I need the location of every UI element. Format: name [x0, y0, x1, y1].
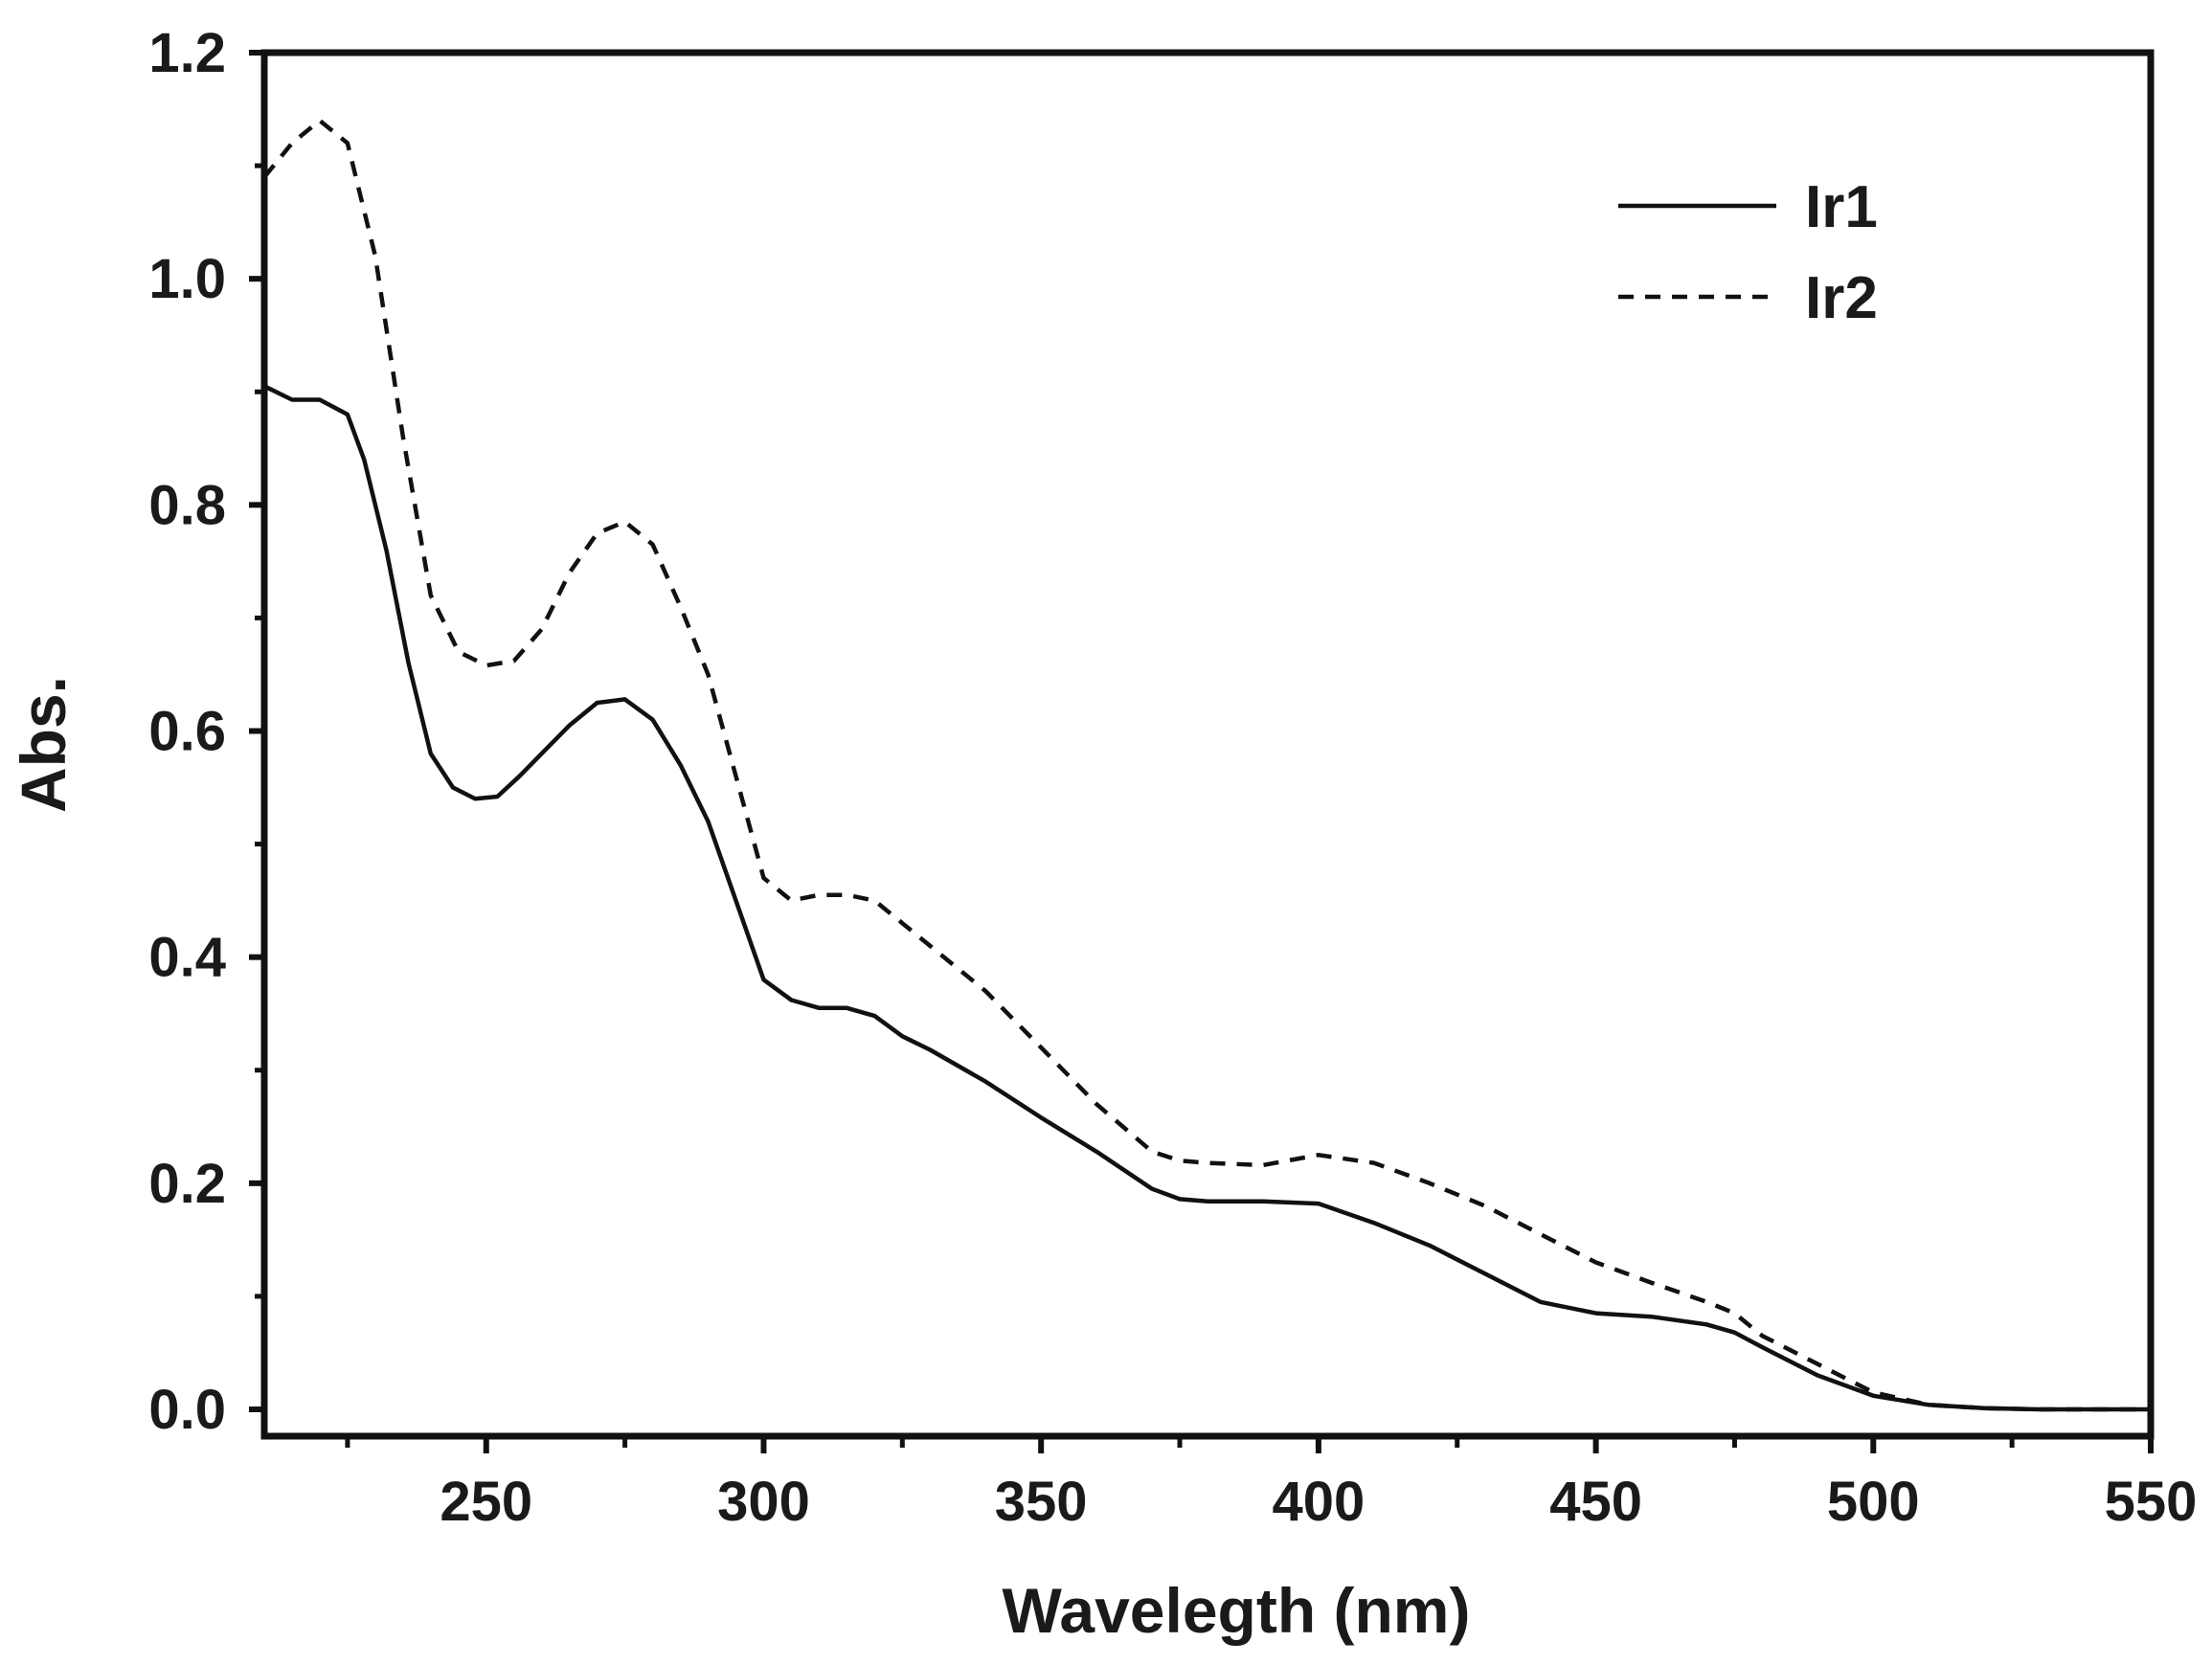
y-tick-label: 1.2 [148, 22, 226, 84]
x-tick-label: 400 [1272, 1471, 1365, 1533]
legend-label-ir1: Ir1 [1805, 174, 1878, 240]
x-axis-title: Wavelegth (nm) [1003, 1575, 1471, 1646]
x-tick-label: 500 [1827, 1471, 1920, 1533]
legend-label-ir2: Ir2 [1805, 265, 1878, 331]
y-tick-label: 0.4 [148, 927, 226, 989]
x-tick-label: 250 [440, 1471, 532, 1533]
x-tick-label: 300 [717, 1471, 810, 1533]
x-tick-label: 450 [1549, 1471, 1642, 1533]
x-tick-label: 550 [2105, 1471, 2198, 1533]
plot-frame [260, 49, 2155, 1440]
y-axis-title: Abs. [8, 676, 79, 813]
y-tick-label: 0.8 [148, 474, 226, 536]
y-tick-label: 0.6 [148, 701, 226, 763]
x-tick-label: 350 [995, 1471, 1088, 1533]
y-tick-label: 0.0 [148, 1379, 226, 1441]
series-line-ir2 [262, 118, 2151, 1412]
y-tick-label: 0.2 [148, 1153, 226, 1215]
series-line-ir1 [263, 384, 2151, 1412]
y-tick-label: 1.0 [148, 248, 226, 310]
